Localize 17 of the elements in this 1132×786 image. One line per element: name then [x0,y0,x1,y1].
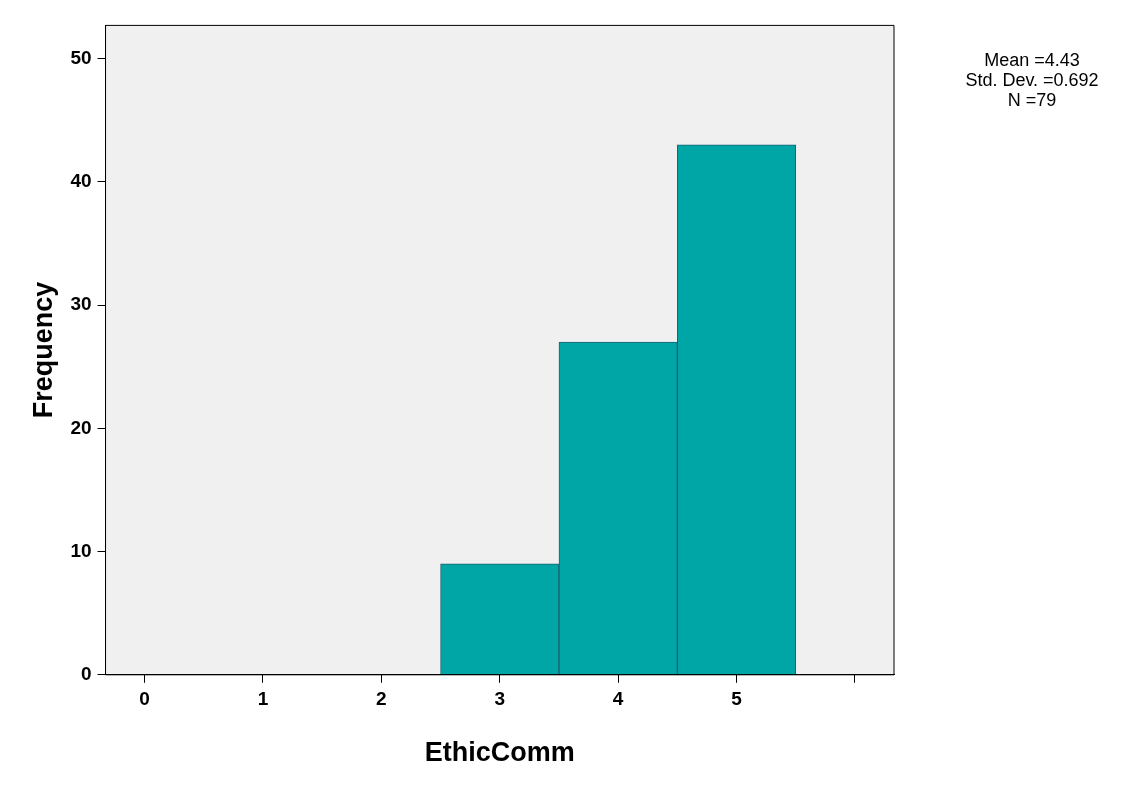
y-tick-label: 0 [80,663,92,685]
y-tick-label: 20 [70,416,92,438]
x-tick-label: 1 [257,688,269,710]
x-tick-label: 4 [612,688,624,710]
text: N =79 [1007,89,1057,110]
y-tick-label: 30 [70,293,92,315]
x-tick-label: 5 [731,688,743,710]
y-axis-title: Frequency [27,281,58,419]
text: Mean =4.43 [984,49,1080,70]
x-tick-label: 0 [139,688,150,710]
x-axis-title: EthicComm [424,737,575,768]
x-tick-label: 3 [494,688,506,710]
y-tick-label: 50 [70,46,92,68]
y-tick-label: 40 [70,170,92,192]
text: Std. Dev. =0.692 [965,69,1099,90]
x-tick-label: 2 [376,688,387,710]
y-tick-label: 10 [70,539,92,561]
